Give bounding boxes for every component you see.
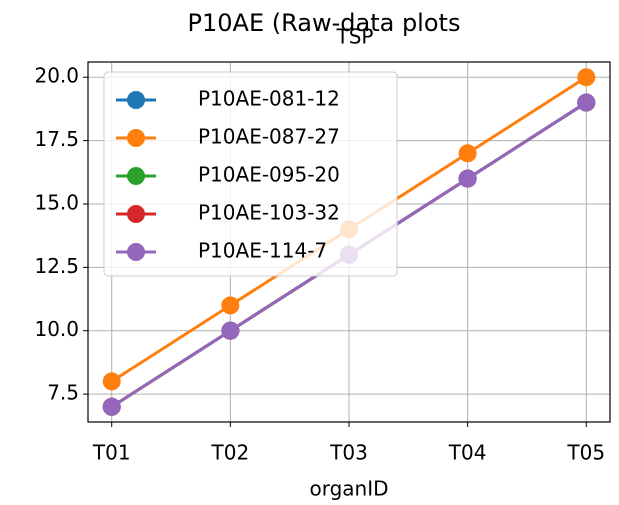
x-axis-label: organID <box>309 477 388 501</box>
plot-frame <box>87 61 611 423</box>
legend-label: P10AE-103-32 <box>198 201 340 225</box>
y-tick-label: 12.5 <box>34 254 79 278</box>
y-tick-label: 20.0 <box>34 64 79 88</box>
legend-label: P10AE-087-27 <box>198 125 340 149</box>
legend: P10AE-081-12 P10AE-087-27 P10AE-095-20 P10A… <box>103 71 398 277</box>
legend-marker <box>127 243 145 261</box>
point <box>102 397 121 416</box>
legend-marker <box>127 167 145 185</box>
legend-label: P10AE-081-12 <box>198 87 340 111</box>
legend-marker <box>127 205 145 223</box>
point <box>577 93 596 112</box>
x-tick-label: T04 <box>448 441 487 465</box>
y-tick-label: 10.0 <box>34 317 79 341</box>
legend-marker <box>127 91 145 109</box>
legend-marker <box>127 129 145 147</box>
chart-subtitle: TSP <box>336 25 374 49</box>
legend-label: P10AE-095-20 <box>198 163 340 187</box>
point <box>102 372 121 391</box>
x-tick-label: T01 <box>92 441 131 465</box>
point <box>577 68 596 87</box>
point <box>458 169 477 188</box>
y-tick-label: 7.5 <box>47 381 79 405</box>
point <box>458 144 477 163</box>
legend-box <box>103 71 398 277</box>
chart-title: P10AE (Raw-data plots <box>188 9 461 37</box>
point <box>221 321 240 340</box>
y-tick-label: 17.5 <box>34 127 79 151</box>
y-tick-label: 15.0 <box>34 190 79 214</box>
x-tick-label: T05 <box>566 441 605 465</box>
x-tick-label: T03 <box>329 441 368 465</box>
x-tick-label: T02 <box>211 441 250 465</box>
point <box>221 296 240 315</box>
legend-label: P10AE-114-7 <box>198 239 327 263</box>
